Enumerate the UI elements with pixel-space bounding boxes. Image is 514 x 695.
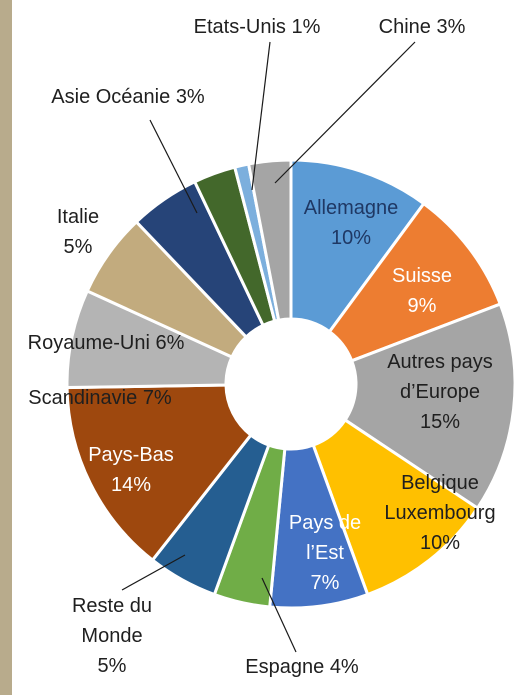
slice-label: Espagne 4% — [202, 652, 402, 682]
leader-line — [251, 41, 271, 191]
slice — [327, 201, 503, 363]
value-label: 5% — [97, 655, 127, 677]
slice-label: Pays-Bas 14% — [76, 440, 186, 500]
slice-label: Autres pays d’Europe 15% — [365, 347, 514, 437]
category-label: Belgique Luxembourg — [384, 472, 496, 524]
category-label: Pays-Bas — [88, 444, 174, 466]
slice-label: Pays de l’Est 7% — [285, 508, 365, 598]
slice-label: Chine 3% — [352, 12, 492, 42]
category-label: Allemagne — [303, 197, 399, 219]
category-label: Espagne — [245, 656, 325, 678]
category-label: Autres pays d’Europe — [387, 351, 493, 403]
side-strip — [0, 0, 12, 695]
slice-label: Royaume-Uni 6% — [6, 328, 206, 358]
slice-label: Belgique Luxembourg 10% — [373, 468, 508, 558]
category-label: Chine — [378, 16, 431, 38]
value-label: 4% — [329, 656, 359, 678]
slice-label: Asie Océanie 3% — [18, 82, 238, 112]
category-label: Italie — [56, 206, 100, 228]
value-label: 3% — [436, 16, 466, 38]
category-label: Scandinavie — [28, 387, 138, 409]
value-label: 7% — [142, 387, 172, 409]
leader-line — [149, 119, 198, 214]
value-label: 7% — [310, 572, 340, 594]
slice-label: Etats-Unis 1% — [167, 12, 347, 42]
value-label: 1% — [291, 16, 321, 38]
value-label: 5% — [63, 236, 93, 258]
category-label: Asie Océanie — [51, 86, 171, 108]
slice — [343, 302, 514, 511]
category-label: Suisse — [391, 265, 453, 287]
value-label: 14% — [110, 474, 152, 496]
leader-line — [261, 577, 297, 653]
value-label: 10% — [330, 227, 372, 249]
value-label: 6% — [155, 332, 185, 354]
slice — [289, 158, 426, 334]
category-label: Etats-Unis — [193, 16, 286, 38]
slice-label: Suisse 9% — [372, 261, 472, 321]
slice — [246, 158, 293, 322]
slice-label: Scandinavie 7% — [0, 383, 200, 413]
category-label: Pays de l’Est — [288, 512, 362, 564]
slice-label: Italie 5% — [38, 202, 118, 262]
value-label: 9% — [407, 295, 437, 317]
category-label: Royaume-Uni — [27, 332, 150, 354]
leader-lines — [121, 41, 416, 653]
slice-label: Allemagne 10% — [291, 193, 411, 253]
value-label: 15% — [419, 411, 461, 433]
slice — [311, 417, 480, 597]
slice-label: Reste du Monde 5% — [62, 591, 162, 681]
leader-line — [121, 554, 186, 591]
leader-line — [274, 41, 416, 184]
value-label: 3% — [175, 86, 205, 108]
category-label: Reste du Monde — [71, 595, 153, 647]
slice — [65, 383, 253, 563]
value-label: 10% — [419, 532, 461, 554]
